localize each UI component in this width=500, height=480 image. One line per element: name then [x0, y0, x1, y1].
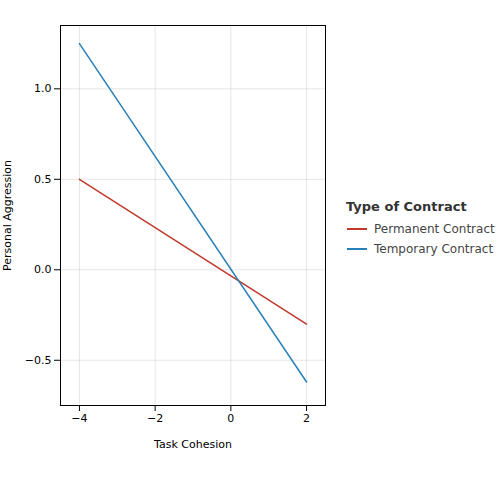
- svg-text:Personal Aggression: Personal Aggression: [1, 160, 14, 271]
- svg-text:Task Cohesion: Task Cohesion: [153, 438, 232, 451]
- svg-text:−2: −2: [147, 412, 163, 425]
- html-text:Type of Contract: Type of Contract: [346, 198, 467, 214]
- svg-text:2: 2: [303, 412, 310, 425]
- svg-text:1.0: 1.0: [34, 82, 52, 95]
- svg-text:0: 0: [227, 412, 234, 425]
- html-text:Permanent Contract: Permanent Contract: [374, 221, 495, 236]
- svg-text:−0.5: −0.5: [25, 354, 52, 367]
- html-text:Temporary Contract: Temporary Contract: [374, 241, 494, 256]
- svg-text:0.5: 0.5: [34, 173, 52, 186]
- svg-text:−4: −4: [71, 412, 87, 425]
- svg-text:0.0: 0.0: [34, 263, 52, 276]
